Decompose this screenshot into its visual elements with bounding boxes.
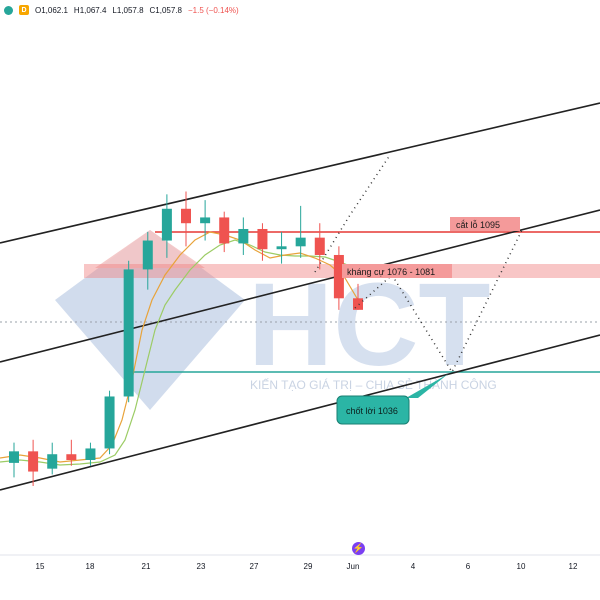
candle — [66, 439, 77, 466]
stop-loss-label[interactable]: cắt lỗ 1095 — [450, 217, 520, 231]
ma-fast-line — [0, 231, 359, 463]
candle — [238, 217, 249, 255]
candle-body — [276, 246, 287, 250]
x-tick-label: 27 — [250, 562, 259, 571]
ohlc-close: C1,057.8 — [149, 5, 182, 15]
candle — [123, 260, 134, 403]
take-profit-text: chốt lời 1036 — [346, 406, 398, 416]
resistance-label[interactable]: kháng cự 1076 - 1081 — [342, 264, 452, 278]
candle-body — [123, 269, 134, 397]
candle-body — [200, 217, 211, 224]
stop-loss-text: cắt lỗ 1095 — [456, 220, 500, 230]
watermark-slogan: KIẾN TẠO GIÁ TRỊ – CHIA SẺ THÀNH CÔNG — [250, 377, 497, 392]
candle-body — [66, 454, 77, 460]
ohlc-low: L1,057.8 — [112, 5, 144, 15]
candle-body — [295, 237, 306, 247]
ma-slow-line — [0, 239, 356, 466]
channel-lower-line[interactable] — [0, 334, 600, 491]
watermark-diamond-icon — [55, 230, 245, 410]
candle-body — [142, 240, 153, 270]
candle-body — [238, 228, 249, 244]
candle-body — [333, 254, 344, 299]
projection-up-path — [314, 154, 391, 273]
candle-body — [353, 298, 363, 310]
candle-body — [314, 237, 325, 255]
candle-body — [9, 451, 19, 463]
ohlc-open: O1,062.1 — [35, 5, 68, 15]
candle — [353, 283, 363, 310]
flash-icon[interactable]: ⚡ — [352, 542, 365, 555]
candle — [28, 439, 39, 486]
interval-badge[interactable]: D — [19, 5, 29, 15]
candle — [257, 223, 268, 261]
x-tick-label: Jun — [347, 562, 360, 571]
x-tick-label: 6 — [466, 562, 471, 571]
x-tick-label: 18 — [86, 562, 95, 571]
x-tick-label: 21 — [142, 562, 151, 571]
candle-body — [257, 228, 268, 250]
x-tick-label: 4 — [411, 562, 416, 571]
resistance-text: kháng cự 1076 - 1081 — [347, 267, 435, 277]
candles — [9, 191, 363, 486]
take-profit-label[interactable]: chốt lời 1036 — [336, 374, 448, 425]
candle-body — [47, 454, 58, 469]
candle — [9, 442, 19, 478]
x-tick-label: 12 — [569, 562, 578, 571]
candle — [142, 231, 153, 290]
candle — [200, 200, 211, 241]
candle-body — [219, 217, 230, 244]
ohlc-change: −1.5 (−0.14%) — [188, 5, 239, 15]
hct-watermark: HCT KIẾN TẠO GIÁ TRỊ – CHIA SẺ THÀNH CÔN… — [55, 230, 497, 410]
candle — [104, 390, 115, 455]
candle — [295, 205, 306, 258]
candle — [276, 231, 287, 264]
channel-upper-line[interactable] — [0, 102, 600, 244]
ohlc-legend: D O1,062.1 H1,067.4 L1,057.8 C1,057.8 −1… — [4, 3, 239, 17]
time-axis[interactable]: 15 18 21 23 27 29 Jun 4 6 10 12 — [36, 562, 578, 571]
x-tick-label: 10 — [517, 562, 526, 571]
x-tick-label: 29 — [304, 562, 313, 571]
candle-body — [161, 208, 172, 241]
candle — [181, 191, 191, 247]
candle-body — [104, 396, 115, 449]
candle-body — [85, 448, 96, 460]
ohlc-high: H1,067.4 — [73, 5, 107, 15]
candle — [47, 442, 58, 475]
x-tick-label: 23 — [197, 562, 206, 571]
candle-body — [28, 451, 39, 472]
candle — [161, 194, 172, 258]
candle-body — [181, 208, 191, 224]
candle — [85, 442, 96, 466]
candle — [333, 246, 344, 310]
x-tick-label: 15 — [36, 562, 45, 571]
candle — [314, 223, 325, 270]
watermark-logo-text: HCT — [248, 259, 491, 391]
symbol-logo-icon — [4, 5, 13, 15]
candle — [219, 211, 230, 253]
channel-middle-line[interactable] — [0, 209, 600, 363]
